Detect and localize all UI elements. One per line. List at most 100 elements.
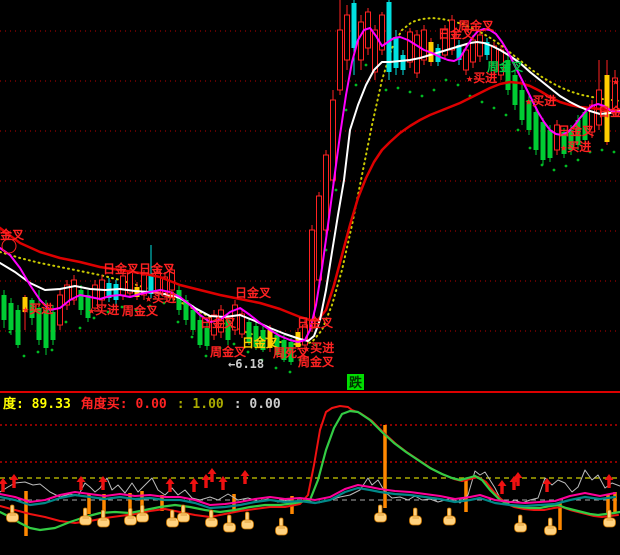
candle <box>15 310 21 345</box>
chart-annotation: 日金叉 <box>235 285 272 300</box>
indicator-header: 度: 89.33 角度买: 0.00: 1.00: 0.00 <box>3 393 617 412</box>
candle <box>526 100 532 130</box>
buy-arrow-icon <box>189 478 199 492</box>
candle <box>463 49 469 71</box>
chart-annotation: 周金叉 <box>210 344 247 359</box>
candle <box>183 300 189 320</box>
indicator-reading-one: : 1.00 <box>176 397 224 412</box>
chart-annotation: ★买进 <box>145 290 176 305</box>
candle <box>246 322 252 342</box>
buy-arrow-icon <box>0 478 8 492</box>
candle <box>414 34 420 74</box>
panel-green-line <box>0 409 620 532</box>
candle <box>351 3 357 48</box>
candle <box>400 55 406 70</box>
candle <box>379 14 385 51</box>
buy-arrow-icon <box>201 474 211 488</box>
circle-annotation <box>1 238 17 254</box>
buy-arrow-icon <box>497 480 507 494</box>
green-dots-series <box>8 53 616 374</box>
candle <box>568 130 574 150</box>
buy-arrow-icon <box>165 478 175 492</box>
buy-arrow-icon <box>604 474 614 488</box>
annotation-circles <box>1 238 17 254</box>
candle <box>43 310 49 348</box>
hand-icon <box>409 507 422 526</box>
candle <box>358 21 364 61</box>
chart-annotation: 周金叉 <box>298 354 335 369</box>
hand-icon <box>177 504 190 523</box>
buy-arrow-icon <box>240 470 250 484</box>
chart-annotation: 日金叉 <box>242 335 279 350</box>
ma-magenta-line <box>0 27 620 343</box>
hand-icon <box>124 507 137 526</box>
candle <box>267 330 273 348</box>
candle <box>148 274 154 294</box>
chart-annotation: 金叉 <box>0 227 25 242</box>
candle <box>204 328 210 346</box>
buy-arrow-icon <box>509 476 519 490</box>
buy-arrow-icon <box>218 476 228 490</box>
hand-icon <box>544 517 557 536</box>
chart-annotation: ←6.18 <box>228 357 264 371</box>
ma-white-line <box>0 41 620 342</box>
buy-arrow-icon <box>513 472 523 486</box>
candle <box>253 326 259 347</box>
panel-magenta-line <box>0 484 616 506</box>
candle <box>85 295 91 318</box>
buy-arrow-icon <box>98 476 108 490</box>
candle <box>71 279 77 301</box>
fall-badge: 跌 <box>347 374 364 391</box>
buy-arrow-icon <box>76 476 86 490</box>
chart-annotation: 日金叉日金叉 <box>103 261 176 276</box>
candle <box>393 38 399 68</box>
chart-annotation: 周死叉 <box>273 346 310 360</box>
candle <box>442 29 448 56</box>
chart-annotation: 周金叉 <box>122 303 159 318</box>
candle <box>36 308 42 340</box>
candle <box>274 335 280 355</box>
hand-icon <box>6 504 19 523</box>
candle <box>197 320 203 345</box>
candle <box>8 303 14 330</box>
candle <box>372 29 378 73</box>
hand-icon <box>136 504 149 523</box>
candle <box>512 75 518 105</box>
candle <box>575 120 581 145</box>
panel-orange-bars <box>24 425 617 536</box>
chart-annotation: 周金叉 <box>458 18 495 33</box>
candle <box>540 122 546 160</box>
candle <box>337 29 343 91</box>
buy-arrow-icon <box>9 474 19 488</box>
hand-icon <box>223 514 236 533</box>
hand-icon <box>514 514 527 533</box>
chart-annotation: 日金叉 <box>598 104 620 119</box>
hand-icon <box>79 507 92 526</box>
chart-annotation: 日金叉 <box>200 315 237 330</box>
candle <box>582 112 588 140</box>
ma-red-line <box>0 80 620 322</box>
candle <box>344 14 350 61</box>
candle <box>162 276 168 297</box>
chart-annotation: ★ <box>612 74 619 88</box>
candle <box>421 29 427 61</box>
chart-annotation: 日金叉 <box>558 123 595 138</box>
chart-annotation: 日金叉 <box>297 315 334 330</box>
candle <box>50 312 56 340</box>
candle <box>281 340 287 360</box>
candle <box>449 19 455 51</box>
candle <box>155 271 161 293</box>
indicator-reading-anglebuy: 角度买: 0.00 <box>80 397 167 412</box>
candle <box>22 297 28 312</box>
hand-icon <box>205 509 218 528</box>
panel-teal-line <box>0 486 617 510</box>
candle <box>78 290 84 310</box>
indicator-reading-zero: : 0.00 <box>233 397 281 412</box>
chart-annotation: ★买进 <box>88 302 119 317</box>
fall-badge-text: 跌 <box>349 375 363 391</box>
chart-annotation: ★买进 <box>525 93 556 108</box>
chart-annotation: 周金叉 <box>487 59 524 74</box>
